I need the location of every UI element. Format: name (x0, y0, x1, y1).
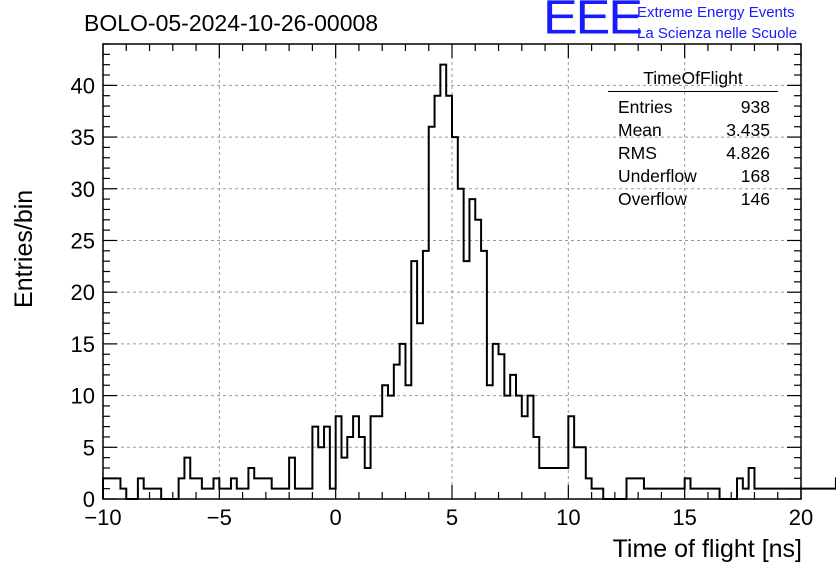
plot-frame (102, 43, 802, 500)
logo-line-2: La Scienza nelle Scuole (637, 25, 798, 42)
y-tick-label: 5 (83, 435, 95, 460)
x-tick-label: −5 (207, 505, 232, 530)
stats-value: 3.435 (726, 120, 770, 140)
y-tick-label: 20 (71, 280, 95, 305)
x-axis-label: Time of flight [ns] (612, 535, 802, 563)
x-tick-label: 0 (330, 505, 342, 530)
y-tick-label: 0 (83, 487, 95, 512)
y-tick-labels: 0 5 10 15 20 25 30 35 40 (71, 73, 95, 512)
x-tick-label: 10 (556, 505, 580, 530)
stats-value: 168 (740, 166, 770, 186)
axis-ticks (102, 43, 802, 500)
stats-row-mean: Mean 3.435 (608, 119, 778, 142)
y-tick-label: 15 (71, 332, 95, 357)
stats-label: RMS (618, 143, 657, 163)
y-axis-label: Entries/bin (10, 189, 38, 308)
y-tick-label: 35 (71, 125, 95, 150)
stats-value: 938 (740, 97, 770, 117)
stats-row-rms: RMS 4.826 (608, 142, 778, 165)
stats-box: TimeOfFlight Entries 938 Mean 3.435 RMS … (608, 68, 778, 211)
x-tick-label: 20 (789, 505, 813, 530)
stats-label: Entries (618, 97, 673, 117)
stats-row-entries: Entries 938 (608, 96, 778, 119)
y-axis-label-wrap: Entries/bin (10, 178, 40, 308)
stats-row-overflow: Overflow 146 (608, 188, 778, 211)
stats-value: 146 (740, 189, 770, 209)
chart-title: BOLO-05-2024-10-26-00008 (84, 10, 379, 36)
stats-label: Mean (618, 120, 662, 140)
stats-value: 4.826 (726, 143, 770, 163)
eee-logo-mark: EEE (543, 0, 643, 45)
y-tick-label: 40 (71, 73, 95, 98)
y-tick-label: 10 (71, 384, 95, 409)
stats-title: TimeOfFlight (608, 68, 778, 92)
x-tick-label: −10 (84, 505, 121, 530)
stats-label: Underflow (618, 166, 697, 186)
x-tick-labels: −10 −5 0 5 10 15 20 (84, 505, 813, 530)
y-tick-label: 30 (71, 177, 95, 202)
y-tick-label: 25 (71, 228, 95, 253)
x-tick-label: 15 (672, 505, 696, 530)
stats-label: Overflow (618, 189, 688, 209)
stats-row-underflow: Underflow 168 (608, 165, 778, 188)
logo-line-1: Extreme Energy Events (637, 4, 795, 21)
x-tick-label: 5 (446, 505, 458, 530)
